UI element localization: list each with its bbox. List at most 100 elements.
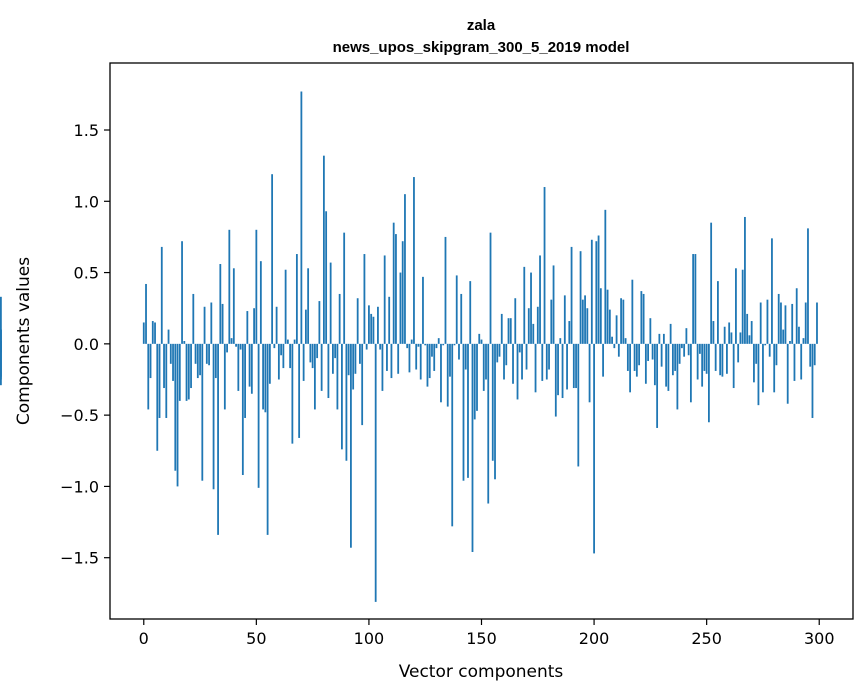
bar-73 xyxy=(307,268,310,344)
bar-256 xyxy=(719,343,722,376)
bar-139 xyxy=(455,275,458,344)
bar-282 xyxy=(777,293,780,344)
bar-112 xyxy=(395,234,397,344)
bar-53 xyxy=(262,343,264,410)
bar-175 xyxy=(536,306,539,344)
bar-161 xyxy=(505,343,508,366)
bar-158 xyxy=(498,343,501,357)
bar-58 xyxy=(273,343,276,349)
bar-0 xyxy=(142,322,145,344)
bar-295 xyxy=(807,228,809,344)
bar-236 xyxy=(674,343,677,371)
bar-76 xyxy=(313,343,316,410)
bar-114 xyxy=(399,272,402,344)
bar-252 xyxy=(710,222,713,344)
y-axis-ticks: −1.5 −1.0 −0.5 0.0 0.5 1.0 1.5 xyxy=(60,121,110,568)
bar-137 xyxy=(451,343,454,527)
bar-136 xyxy=(449,343,451,377)
bar-55 xyxy=(266,343,269,535)
bar-217 xyxy=(631,279,634,344)
bar-276 xyxy=(764,343,767,346)
y-axis-label: Components values xyxy=(14,257,34,425)
bar-84 xyxy=(332,343,334,374)
bar-279 xyxy=(771,238,773,344)
bar-238 xyxy=(678,343,681,364)
bar-228 xyxy=(656,343,659,428)
bar-110 xyxy=(390,343,393,379)
bar-28 xyxy=(205,343,208,364)
bar-undefined xyxy=(0,329,2,344)
bar-60 xyxy=(277,343,280,380)
bar-16 xyxy=(178,343,181,401)
bar-273 xyxy=(757,343,760,406)
chart-title-line-1: zala xyxy=(467,17,496,34)
x-tick-label: 200 xyxy=(579,629,610,648)
bar-237 xyxy=(676,343,679,410)
bar-61 xyxy=(280,343,283,356)
bar-69 xyxy=(298,343,301,438)
bar-180 xyxy=(548,343,550,370)
bar-74 xyxy=(309,343,312,363)
bar-174 xyxy=(534,343,537,393)
bar-226 xyxy=(651,343,654,360)
bar-153 xyxy=(487,343,490,504)
bar-157 xyxy=(496,343,499,363)
bar-59 xyxy=(275,306,278,344)
bar-72 xyxy=(304,309,307,344)
bar-62 xyxy=(282,343,285,369)
bar-263 xyxy=(735,268,737,344)
bar-176 xyxy=(539,255,541,344)
bar-98 xyxy=(363,254,366,344)
bar-127 xyxy=(428,343,431,379)
bar-120 xyxy=(413,177,415,344)
bar-79 xyxy=(320,343,323,391)
bar-243 xyxy=(689,343,692,403)
bar-63 xyxy=(284,269,287,344)
bar-242 xyxy=(687,343,690,356)
bar-77 xyxy=(316,343,319,359)
bar-149 xyxy=(478,333,481,344)
bar-140 xyxy=(458,343,460,360)
bar-185 xyxy=(559,338,562,344)
bar-269 xyxy=(748,335,751,344)
bar-249 xyxy=(703,343,706,371)
bar-283 xyxy=(780,302,782,344)
bar-291 xyxy=(798,326,800,344)
bar-289 xyxy=(793,343,796,381)
bar-220 xyxy=(638,343,641,366)
bar-231 xyxy=(662,333,665,344)
bar-11 xyxy=(167,329,170,344)
bar-49 xyxy=(253,308,255,344)
bar-258 xyxy=(723,326,726,344)
bar-215 xyxy=(626,343,629,371)
bar-294 xyxy=(804,302,807,344)
bar-150 xyxy=(480,339,483,344)
bar-9 xyxy=(163,343,165,389)
bar-170 xyxy=(525,343,528,370)
bar-86 xyxy=(336,343,339,410)
y-tick-label: 0.0 xyxy=(74,335,99,354)
bar-17 xyxy=(181,241,183,344)
bar-102 xyxy=(372,316,375,344)
bar-85 xyxy=(334,343,337,359)
bar-251 xyxy=(708,343,710,423)
bar-118 xyxy=(408,343,411,373)
bar-162 xyxy=(507,318,510,344)
bar-178 xyxy=(543,187,546,344)
bar-46 xyxy=(246,311,249,344)
plot-frame xyxy=(109,62,854,620)
bar-213 xyxy=(622,299,625,344)
bar-44 xyxy=(241,343,244,476)
bar-95 xyxy=(356,298,359,344)
bar-207 xyxy=(608,309,611,344)
y-tick-label: −0.5 xyxy=(60,406,99,425)
bar-125 xyxy=(424,343,427,346)
bar-277 xyxy=(766,299,769,344)
bar-10 xyxy=(165,343,168,418)
bar-134 xyxy=(444,236,447,344)
bar-218 xyxy=(633,343,636,371)
bar-208 xyxy=(611,336,613,344)
bar-196 xyxy=(584,295,586,344)
bar-246 xyxy=(696,343,699,380)
bar-68 xyxy=(295,254,298,344)
